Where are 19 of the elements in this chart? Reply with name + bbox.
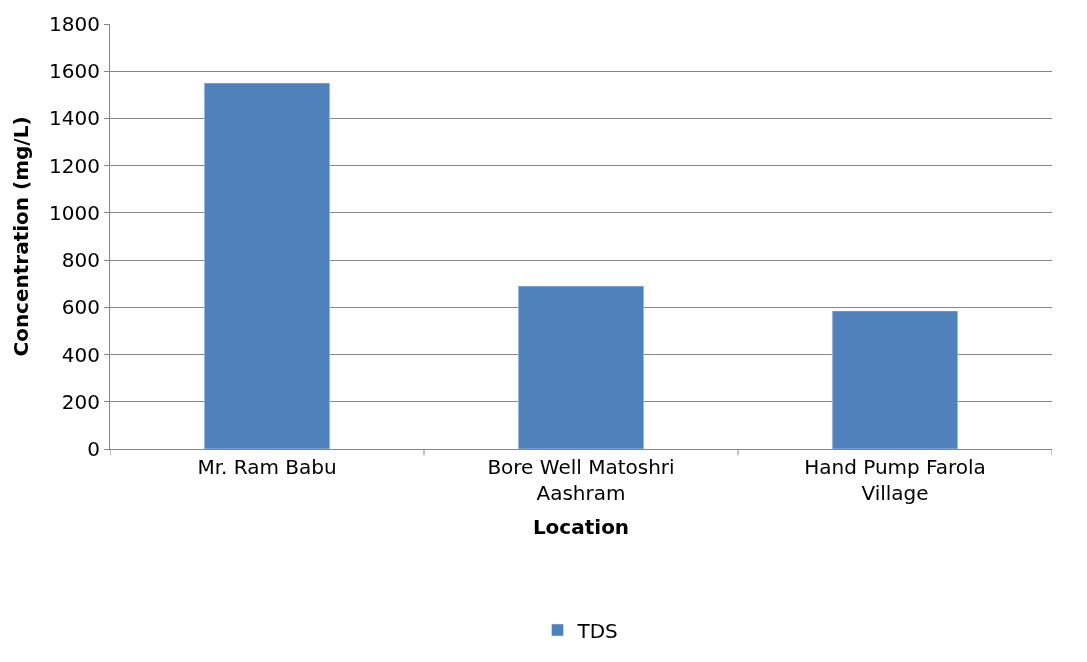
legend-label: TDS [576,618,618,643]
y-tick-label: 800 [61,248,100,273]
y-tick-label: 200 [61,389,100,414]
y-tick-label: 0 [87,437,100,461]
bar [517,285,645,449]
y-tick-label: 400 [61,342,100,367]
x-tick-label: Mr. Ram Babu [197,455,337,479]
bar [203,82,331,449]
x-tick-label: Bore Well Matoshri Aashram [487,455,675,505]
y-tick-label: 1000 [49,200,100,225]
y-tick-label: 600 [61,295,100,320]
bar [831,310,959,449]
y-tick-label: 1800 [49,12,100,36]
y-tick-label: 1200 [49,153,100,178]
y-axis-title: Concentration (mg/L) [8,116,33,357]
x-tick-label: Hand Pump Farola Village [804,455,986,505]
x-axis-title: Location [532,514,630,539]
y-tick-label: 1600 [49,59,100,84]
y-tick-label: 1400 [49,106,100,131]
